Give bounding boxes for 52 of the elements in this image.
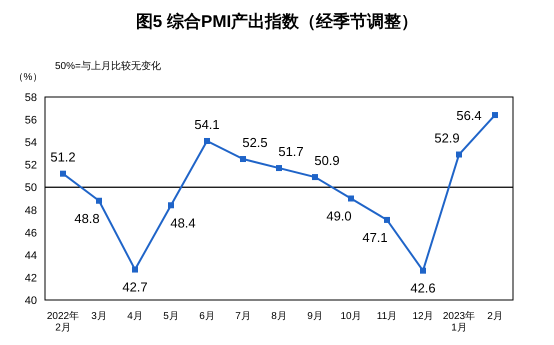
- data-label: 48.4: [170, 215, 196, 230]
- xtick: 2023年 1月: [442, 311, 476, 334]
- data-label: 52.9: [434, 130, 460, 146]
- annotation: 50%=与上月比较无变化: [55, 61, 161, 72]
- ytick: 44: [24, 250, 37, 262]
- data-label: 42.7: [122, 280, 148, 295]
- point: [240, 156, 246, 162]
- xtick: 2022年 2月: [46, 311, 80, 334]
- ytick: 50: [24, 182, 37, 194]
- point: [312, 174, 318, 180]
- point: [168, 202, 174, 208]
- xtick: 3月: [91, 311, 107, 322]
- data-label: 42.6: [410, 280, 436, 296]
- data-label: 49.0: [326, 208, 352, 224]
- data-label: 51.7: [278, 144, 304, 160]
- point: [348, 196, 354, 202]
- xtick: 4月: [127, 311, 143, 322]
- point: [132, 266, 138, 273]
- data-label: 54.1: [194, 116, 220, 132]
- ytick: 52: [24, 160, 37, 172]
- data-label: 51.2: [50, 150, 76, 165]
- ytick: 54: [24, 137, 37, 150]
- point: [276, 165, 282, 172]
- point: [420, 268, 426, 274]
- data-label: 47.1: [362, 230, 388, 245]
- xtick: 8月: [271, 311, 287, 322]
- ytick: 58: [24, 92, 37, 104]
- point: [456, 152, 462, 158]
- point: [96, 198, 102, 204]
- point: [60, 170, 66, 177]
- data-label: 52.5: [242, 135, 268, 150]
- xtick: 10月: [340, 311, 362, 322]
- ytick: 46: [24, 227, 37, 240]
- ytick: 48: [24, 204, 37, 217]
- ytick: 42: [24, 272, 37, 284]
- xtick: 2月: [487, 311, 503, 322]
- point: [204, 138, 210, 144]
- ylabel: （%）: [14, 72, 42, 83]
- data-label: 50.9: [314, 153, 340, 168]
- data-label: 56.4: [456, 108, 482, 124]
- xtick: 9月: [307, 311, 323, 322]
- point: [384, 216, 390, 223]
- title: 图5 综合PMI产出指数（经季节调整）: [136, 12, 418, 31]
- xtick: 5月: [163, 311, 179, 322]
- data-label: 48.8: [74, 210, 100, 226]
- xtick: 6月: [199, 311, 215, 322]
- xtick: 11月: [376, 311, 398, 322]
- ytick: 40: [24, 295, 37, 307]
- ytick: 56: [24, 114, 37, 127]
- xtick: 12月: [412, 311, 434, 322]
- xtick: 7月: [235, 311, 251, 322]
- point: [492, 112, 498, 118]
